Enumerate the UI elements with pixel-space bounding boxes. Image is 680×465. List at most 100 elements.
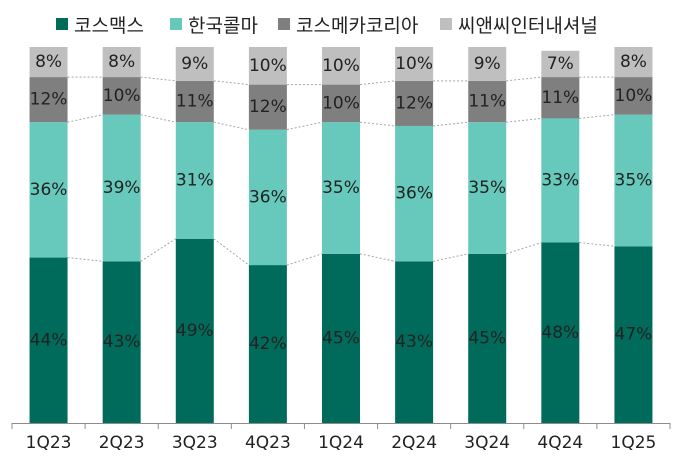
bar-2Q23-series-2 <box>102 77 141 115</box>
data-label: 42% <box>249 334 287 354</box>
bar-4Q24-series-2 <box>541 77 580 119</box>
bar-1Q24-series-0 <box>322 253 360 423</box>
legend-swatch-cosmecca <box>278 18 290 30</box>
data-label: 10% <box>395 54 433 74</box>
data-label: 45% <box>468 328 506 348</box>
data-label: 10% <box>322 56 360 76</box>
data-label: 12% <box>395 93 433 113</box>
connector-line <box>140 114 176 123</box>
data-label: 35% <box>322 178 360 198</box>
bar-4Q24-series-0 <box>541 242 580 423</box>
chart-legend: 코스맥스 한국콜마 코스메카코리아 씨앤씨인터내셔널 <box>0 8 680 40</box>
data-label: 33% <box>541 170 579 190</box>
data-label: 11% <box>468 92 506 112</box>
bar-3Q24-series-0 <box>468 253 507 423</box>
data-label: 36% <box>395 184 433 204</box>
data-label: 10% <box>249 56 287 76</box>
connector-line <box>579 114 615 119</box>
x-tick-label: 1Q23 <box>26 433 72 453</box>
bar-1Q25-series-1 <box>614 114 653 247</box>
bar-2Q23-series-0 <box>102 261 141 423</box>
bar-3Q24-series-1 <box>468 122 507 254</box>
data-label: 35% <box>468 178 506 198</box>
legend-label-cnc: 씨앤씨인터내셔널 <box>458 14 598 37</box>
data-label: 10% <box>322 93 360 113</box>
bar-1Q23-series-0 <box>29 257 68 423</box>
bar-4Q23-series-2 <box>248 84 287 130</box>
bar-1Q24-series-1 <box>322 122 360 254</box>
bar-4Q24-series-3 <box>541 50 580 78</box>
x-tick-label: 3Q23 <box>172 433 218 453</box>
data-label: 49% <box>176 321 214 341</box>
bar-1Q23-series-1 <box>29 122 68 258</box>
data-label: 43% <box>103 332 141 352</box>
connector-line <box>359 121 396 127</box>
bar-2Q23-series-3 <box>102 47 141 78</box>
bar-1Q24-series-3 <box>322 47 360 85</box>
connector-line <box>286 253 323 266</box>
connector-line <box>140 238 177 262</box>
bar-3Q23-series-0 <box>175 238 214 423</box>
x-tick-label: 4Q23 <box>245 433 291 453</box>
data-label: 48% <box>541 323 579 343</box>
bar-4Q23-series-1 <box>248 129 287 266</box>
legend-item-kolmar: 한국콜마 <box>170 8 258 40</box>
data-label: 44% <box>30 330 68 350</box>
x-tick-label: 4Q24 <box>537 433 583 453</box>
data-label: 8% <box>35 52 62 72</box>
legend-item-cnc: 씨앤씨인터내셔널 <box>440 8 598 40</box>
data-label: 36% <box>249 187 287 207</box>
bar-1Q25-series-2 <box>614 77 653 115</box>
connector-line <box>67 114 103 123</box>
connector-line <box>506 76 542 82</box>
legend-swatch-cosmax <box>56 18 68 30</box>
x-tick-label: 1Q24 <box>318 433 364 453</box>
bar-4Q23-series-0 <box>248 265 287 423</box>
bar-1Q25-series-0 <box>614 246 653 423</box>
data-label: 36% <box>30 180 68 200</box>
connector-line <box>433 121 469 127</box>
bar-3Q24-series-2 <box>468 80 507 123</box>
bar-3Q23-series-2 <box>175 80 214 123</box>
connector-line <box>213 238 250 266</box>
bar-4Q23-series-3 <box>248 47 287 85</box>
data-label: 12% <box>30 90 68 110</box>
data-label: 47% <box>615 325 653 345</box>
legend-label-kolmar: 한국콜마 <box>188 14 258 37</box>
data-label: 10% <box>615 86 653 106</box>
data-label: 8% <box>620 52 647 72</box>
bar-2Q23-series-1 <box>102 114 141 262</box>
bar-2Q24-series-3 <box>395 47 434 81</box>
connector-line <box>359 80 396 86</box>
bar-3Q24-series-3 <box>468 47 507 81</box>
data-label: 7% <box>547 54 574 74</box>
data-label: 39% <box>103 178 141 198</box>
bar-1Q23-series-3 <box>29 47 68 78</box>
data-label: 8% <box>108 52 135 72</box>
bar-2Q24-series-0 <box>395 261 434 423</box>
connector-line <box>506 117 542 123</box>
connector-line <box>213 80 249 86</box>
bar-3Q23-series-1 <box>175 122 214 239</box>
legend-label-cosmecca: 코스메카코리아 <box>296 14 419 37</box>
bar-3Q23-series-3 <box>175 47 214 81</box>
connector-line <box>506 242 542 255</box>
bar-2Q24-series-2 <box>395 80 434 126</box>
legend-label-cosmax: 코스맥스 <box>74 14 144 37</box>
connector-line <box>433 253 469 262</box>
data-label: 9% <box>474 54 501 74</box>
legend-item-cosmax: 코스맥스 <box>56 8 144 40</box>
bar-1Q25-series-3 <box>614 47 653 78</box>
connector-line <box>67 257 103 262</box>
data-label: 10% <box>103 86 141 106</box>
data-label: 31% <box>176 170 214 190</box>
connector-line <box>140 76 176 82</box>
x-tick-label: 2Q24 <box>391 433 437 453</box>
x-tick-label: 1Q25 <box>611 433 657 453</box>
bar-2Q24-series-1 <box>395 125 434 262</box>
bar-1Q24-series-2 <box>322 84 360 123</box>
connector-line <box>359 253 396 262</box>
data-label: 45% <box>322 328 360 348</box>
x-tick-label: 2Q23 <box>99 433 145 453</box>
